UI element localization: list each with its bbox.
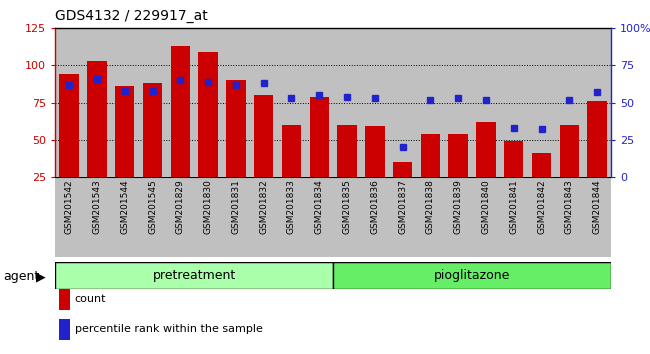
Bar <box>528 28 556 177</box>
Bar <box>111 177 138 257</box>
Bar <box>59 74 79 177</box>
Text: GSM201840: GSM201840 <box>482 179 491 234</box>
Bar <box>389 177 417 257</box>
Bar <box>198 52 218 177</box>
Bar <box>278 177 306 257</box>
Bar <box>170 46 190 177</box>
Bar <box>500 177 528 257</box>
Bar <box>83 28 111 177</box>
Bar <box>476 122 496 177</box>
Text: pretreatment: pretreatment <box>153 269 236 282</box>
Bar <box>83 177 111 257</box>
Text: GSM201835: GSM201835 <box>343 179 352 234</box>
Text: agent: agent <box>3 270 40 283</box>
Text: GSM201839: GSM201839 <box>454 179 463 234</box>
Bar <box>555 177 583 257</box>
Bar <box>583 28 611 177</box>
Bar <box>417 177 445 257</box>
Bar <box>472 177 500 257</box>
Text: GSM201831: GSM201831 <box>231 179 240 234</box>
Bar <box>361 28 389 177</box>
Bar <box>222 28 250 177</box>
Bar <box>254 95 274 177</box>
Bar <box>226 80 246 177</box>
Bar <box>365 126 385 177</box>
Bar <box>250 177 278 257</box>
Text: GSM201836: GSM201836 <box>370 179 380 234</box>
Bar <box>87 61 107 177</box>
Bar <box>337 125 357 177</box>
Text: GSM201829: GSM201829 <box>176 179 185 234</box>
Bar <box>472 28 500 177</box>
Text: GSM201545: GSM201545 <box>148 179 157 234</box>
Bar <box>250 28 278 177</box>
Bar <box>532 153 551 177</box>
Bar <box>389 28 417 177</box>
Text: GSM201833: GSM201833 <box>287 179 296 234</box>
Bar <box>393 162 412 177</box>
Bar <box>55 262 333 289</box>
Bar <box>555 28 583 177</box>
Bar <box>528 177 556 257</box>
Bar <box>504 141 523 177</box>
Text: GSM201832: GSM201832 <box>259 179 268 234</box>
Bar <box>361 177 389 257</box>
Bar <box>583 177 611 257</box>
Text: GSM201842: GSM201842 <box>537 179 546 234</box>
Bar <box>306 177 333 257</box>
Text: GSM201844: GSM201844 <box>593 179 602 234</box>
Text: pioglitazone: pioglitazone <box>434 269 510 282</box>
Bar <box>166 177 194 257</box>
Bar <box>333 262 611 289</box>
Text: GSM201843: GSM201843 <box>565 179 574 234</box>
Text: GDS4132 / 229917_at: GDS4132 / 229917_at <box>55 9 208 23</box>
Bar <box>445 177 472 257</box>
Bar <box>166 28 194 177</box>
Text: GSM201838: GSM201838 <box>426 179 435 234</box>
Text: GSM201841: GSM201841 <box>509 179 518 234</box>
Bar <box>588 101 607 177</box>
Text: count: count <box>75 294 106 304</box>
Bar <box>278 28 306 177</box>
Bar <box>500 28 528 177</box>
Text: percentile rank within the sample: percentile rank within the sample <box>75 324 263 334</box>
Bar <box>55 177 83 257</box>
Bar <box>222 177 250 257</box>
Text: GSM201834: GSM201834 <box>315 179 324 234</box>
Bar <box>194 177 222 257</box>
Bar <box>115 86 135 177</box>
Bar <box>194 28 222 177</box>
Text: GSM201543: GSM201543 <box>92 179 101 234</box>
Bar <box>138 177 166 257</box>
Bar <box>55 28 83 177</box>
Text: ▶: ▶ <box>36 270 46 283</box>
Bar <box>143 83 162 177</box>
Bar <box>417 28 445 177</box>
Bar <box>333 28 361 177</box>
Bar <box>445 28 472 177</box>
Bar <box>306 28 333 177</box>
Bar <box>448 134 468 177</box>
Bar <box>281 125 301 177</box>
Text: GSM201542: GSM201542 <box>64 179 73 234</box>
Bar <box>421 134 440 177</box>
Text: GSM201544: GSM201544 <box>120 179 129 234</box>
Bar <box>309 97 329 177</box>
Bar <box>333 177 361 257</box>
Bar <box>560 125 579 177</box>
Text: GSM201830: GSM201830 <box>203 179 213 234</box>
Text: GSM201837: GSM201837 <box>398 179 407 234</box>
Bar <box>111 28 138 177</box>
Bar <box>138 28 166 177</box>
